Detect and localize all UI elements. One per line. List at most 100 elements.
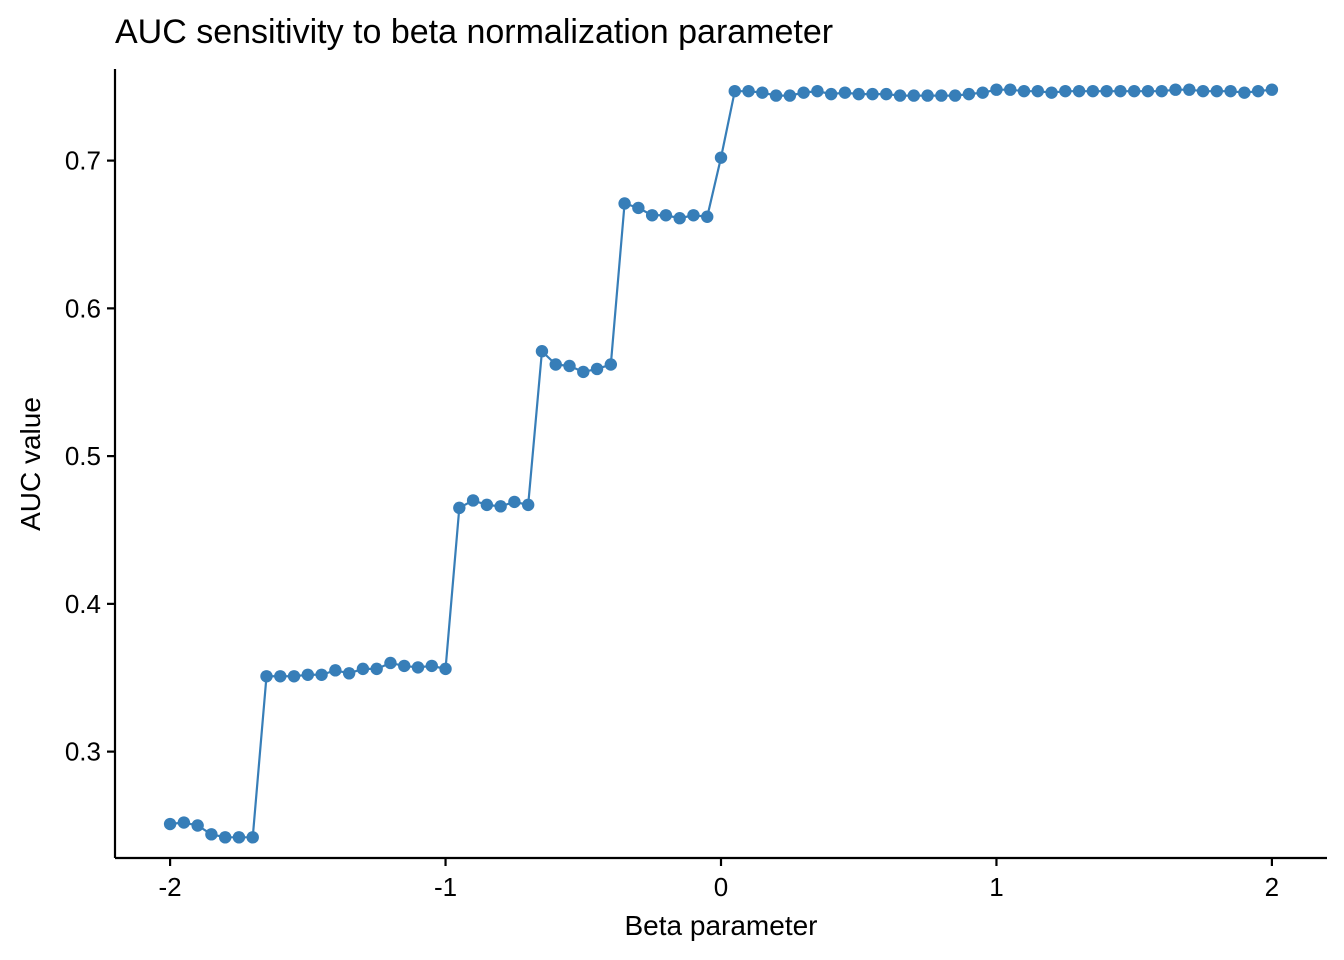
x-axis-title: Beta parameter (625, 910, 818, 941)
data-point (329, 664, 342, 677)
data-point (1169, 83, 1182, 96)
data-point (218, 831, 232, 844)
y-tick-label: 0.3 (65, 737, 101, 767)
data-point (742, 84, 755, 98)
data-point (604, 358, 618, 371)
data-point (549, 358, 562, 371)
y-tick-label: 0.7 (65, 146, 101, 176)
data-point (1045, 86, 1058, 99)
data-point (425, 659, 438, 673)
data-point (893, 89, 907, 102)
data-point (1238, 86, 1251, 99)
data-point (990, 83, 1003, 96)
data-point (783, 89, 797, 102)
data-point (301, 668, 315, 681)
x-tick-label: -2 (159, 872, 182, 902)
data-point (1100, 84, 1113, 98)
data-point (287, 670, 301, 683)
x-tick-label: -1 (434, 872, 457, 902)
data-point (590, 362, 604, 376)
y-tick-label: 0.6 (65, 293, 101, 323)
data-point (866, 87, 879, 101)
data-point (494, 500, 507, 513)
data-point (315, 668, 328, 681)
x-tick-label: 0 (714, 872, 728, 902)
data-point (356, 662, 370, 676)
data-point (1059, 84, 1072, 98)
data-point (577, 365, 590, 379)
y-axis-ticks: 0.3 0.4 0.5 0.6 0.7 (65, 146, 115, 767)
data-point (411, 661, 425, 674)
data-point (976, 86, 989, 99)
data-point (466, 494, 480, 507)
data-point (1031, 84, 1044, 98)
data-point (1265, 83, 1279, 96)
data-point (384, 656, 397, 670)
data-point (838, 86, 852, 99)
data-point (535, 345, 549, 358)
data-point (921, 89, 934, 102)
data-point (232, 831, 246, 844)
data-point (453, 501, 466, 515)
data-point (1196, 84, 1210, 98)
data-point (1224, 84, 1237, 98)
data-point (701, 210, 714, 223)
data-point (824, 87, 838, 101)
data-point (1127, 84, 1141, 98)
data-point (563, 359, 576, 373)
data-point (756, 86, 769, 99)
data-point (260, 670, 273, 683)
data-point (274, 670, 287, 683)
data-point (935, 89, 948, 102)
data-point (659, 209, 673, 222)
data-point (1114, 84, 1127, 98)
data-point (948, 89, 962, 102)
data-point (1017, 84, 1031, 98)
data-point (1183, 83, 1196, 96)
series-line (169, 88, 1273, 839)
data-point (370, 662, 383, 676)
data-point (618, 197, 631, 210)
data-point (1086, 84, 1100, 98)
x-tick-label: 2 (1265, 872, 1279, 902)
data-point (1155, 84, 1168, 98)
data-point (811, 84, 824, 98)
data-point (687, 209, 700, 222)
data-point (1210, 84, 1224, 98)
data-point (439, 662, 452, 676)
data-point (508, 495, 521, 509)
chart-title: AUC sensitivity to beta normalization pa… (115, 13, 833, 51)
data-point (1141, 84, 1155, 98)
data-point (907, 89, 921, 102)
data-point (521, 498, 535, 512)
y-tick-label: 0.5 (65, 441, 101, 471)
data-point (714, 151, 728, 164)
data-point (880, 87, 893, 101)
data-point (246, 831, 259, 844)
data-point (205, 828, 218, 841)
data-point (797, 86, 810, 99)
series-layer (163, 83, 1279, 844)
data-point (1072, 84, 1086, 98)
y-tick-label: 0.4 (65, 589, 101, 619)
y-axis-title: AUC value (15, 397, 46, 531)
data-point (962, 87, 976, 101)
data-point (480, 498, 494, 512)
data-point (177, 816, 191, 829)
data-point (1004, 83, 1017, 96)
x-axis-ticks: -2 -1 0 1 2 (159, 858, 1279, 902)
data-point (398, 659, 411, 673)
data-point (769, 89, 783, 102)
data-point (645, 209, 659, 222)
data-point (852, 87, 865, 101)
data-point (1251, 84, 1265, 98)
data-point (728, 84, 741, 98)
data-point (163, 817, 177, 831)
data-point (673, 212, 686, 225)
data-point (342, 667, 356, 680)
data-point (632, 201, 645, 215)
x-tick-label: 1 (989, 872, 1003, 902)
data-point (191, 819, 204, 832)
